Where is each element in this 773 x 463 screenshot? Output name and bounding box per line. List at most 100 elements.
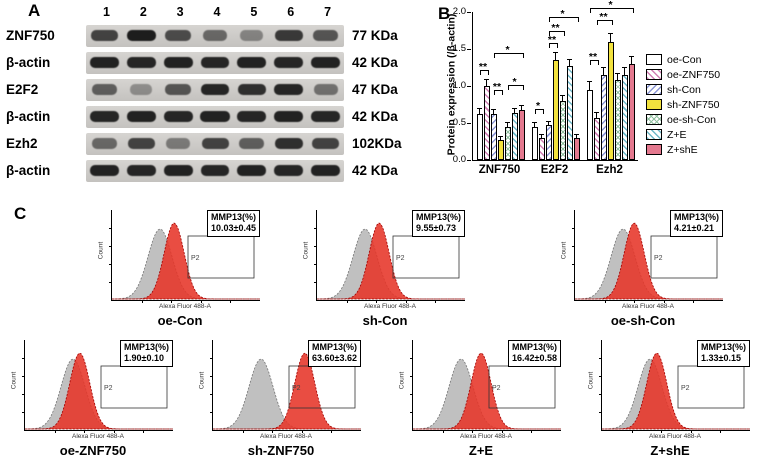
control-histogram	[213, 358, 361, 430]
blot-row: β-actin 42 KDa	[6, 49, 428, 76]
protein-band	[312, 138, 340, 149]
blot-lane	[123, 133, 160, 155]
chart-legend: oe-Con oe-ZNF750 sh-Con sh-ZNF750 oe-sh-Con Z…	[646, 52, 720, 157]
blot-lane	[123, 106, 160, 128]
panel-a-western-blots: A 1 2 3 4 5 6 7 ZNF750 77 KDa β-actin 42 KDa E2F2 4…	[6, 1, 428, 196]
y-tick-label: 1.0	[452, 80, 466, 91]
blot-lane	[197, 133, 234, 155]
protein-band	[312, 30, 339, 41]
sig-bracket	[493, 52, 524, 58]
error-bar	[498, 136, 503, 141]
x-tick	[376, 300, 378, 303]
gate-label: P2	[681, 385, 690, 392]
error-bar	[505, 122, 510, 127]
legend-label: Z+shE	[667, 143, 698, 156]
sig-label: **	[492, 80, 502, 93]
sig-label: *	[560, 8, 565, 21]
blot-lane	[86, 106, 123, 128]
protein-band	[92, 138, 117, 149]
mmp13-value: 16.42±0.58	[511, 353, 557, 364]
mmp13-marker-label: MMP13(%)	[123, 342, 169, 352]
gate-label: P2	[396, 255, 405, 262]
x-tick	[84, 430, 86, 433]
sample-histogram	[602, 352, 750, 430]
blot-lane	[270, 160, 307, 182]
blot-lane	[123, 160, 160, 182]
mmp13-info-box: MMP13(%) 9.55±0.73	[411, 210, 465, 237]
blot-lane	[160, 79, 197, 101]
x-tick	[200, 300, 202, 303]
x-tick	[242, 430, 244, 433]
legend-item: oe-Con	[646, 52, 720, 67]
sample-histogram	[25, 352, 173, 430]
blot-lane	[233, 106, 270, 128]
legend-swatch	[646, 144, 662, 155]
x-tick	[405, 300, 407, 303]
blot-lane	[86, 160, 123, 182]
blot-lane	[123, 25, 160, 47]
blot-lane	[160, 106, 197, 128]
protein-band	[240, 30, 264, 41]
y-tick	[572, 264, 575, 265]
x-tick	[230, 300, 232, 303]
flow-x-axis-label: Alexa Fluor 488-A	[648, 433, 702, 440]
blot-row: β-actin 42 KDa	[6, 103, 428, 130]
panel-c-flow-cytometry: C Count P2 MMP13(%) 10.03±0.45 Alexa Fluor 4…	[0, 198, 773, 463]
bar	[573, 137, 580, 160]
x-category-label: E2F2	[540, 164, 569, 176]
y-tick	[572, 228, 575, 229]
sig-bracket	[548, 42, 558, 48]
protein-band	[163, 57, 193, 68]
panel-c-label: C	[14, 204, 27, 223]
y-tick	[599, 394, 602, 395]
y-tick	[109, 282, 112, 283]
protein-band	[200, 57, 230, 68]
bar	[545, 125, 552, 160]
protein-label: β-actin	[6, 109, 51, 124]
blot-lane	[123, 52, 160, 74]
y-tick	[410, 376, 413, 377]
x-tick	[331, 430, 333, 433]
bar	[552, 60, 559, 160]
bar	[538, 137, 545, 160]
bar	[511, 113, 518, 160]
protein-label: Ezh2	[6, 136, 38, 151]
protein-band	[274, 30, 303, 41]
kda-label: 42 KDa	[352, 109, 398, 124]
x-tick	[661, 430, 663, 433]
y-tick-mark	[467, 160, 471, 161]
bar	[483, 86, 490, 160]
bar	[559, 100, 566, 160]
blot-strip	[86, 78, 344, 101]
y-tick	[314, 282, 317, 283]
sample-histogram	[213, 352, 361, 430]
lane-number: 4	[213, 5, 221, 19]
sig-bracket	[589, 8, 634, 14]
mmp13-info-box: MMP13(%) 63.60±3.62	[307, 340, 361, 367]
lane-number: 6	[287, 5, 295, 19]
blot-lane	[307, 106, 344, 128]
protein-band	[126, 57, 156, 68]
protein-band	[239, 138, 265, 149]
blot-lane	[123, 79, 160, 101]
protein-band	[163, 165, 193, 176]
gate-label: P2	[492, 385, 501, 392]
sample-histogram	[112, 222, 260, 300]
protein-band	[127, 138, 155, 149]
x-tick	[301, 430, 303, 433]
blot-rows: ZNF750 77 KDa β-actin 42 KDa E2F2 47 KDa β-act…	[6, 22, 428, 184]
blot-lane	[197, 25, 234, 47]
y-tick	[599, 376, 602, 377]
error-bar	[491, 109, 496, 115]
x-tick	[531, 430, 533, 433]
kda-label: 77 KDa	[352, 28, 398, 43]
blot-strip	[86, 159, 344, 182]
x-tick	[435, 300, 437, 303]
mmp13-marker-label: MMP13(%)	[415, 212, 461, 222]
blot-lane	[160, 25, 197, 47]
y-tick	[599, 412, 602, 413]
error-bar	[539, 133, 544, 138]
blot-lane	[160, 160, 197, 182]
flow-plot-box: P2 MMP13(%) 10.03±0.45	[109, 210, 260, 303]
y-tick	[22, 376, 25, 377]
